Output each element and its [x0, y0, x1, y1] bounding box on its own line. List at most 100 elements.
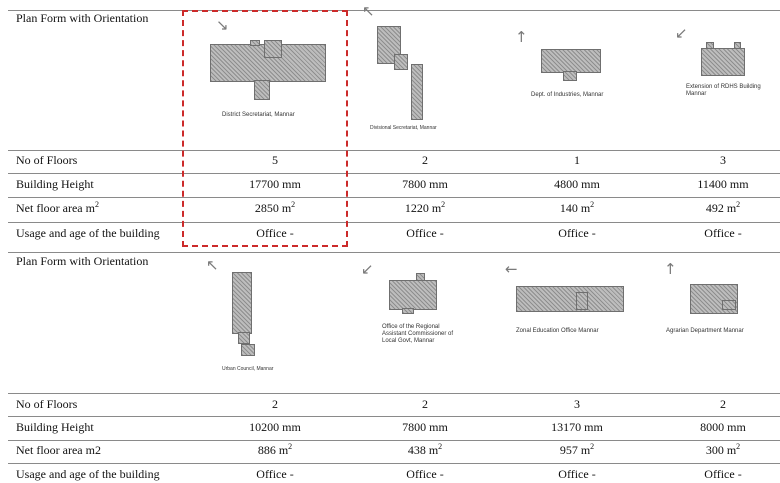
cell-floors: 2 — [720, 397, 726, 411]
cell-usage: Office - — [558, 467, 596, 481]
rule — [8, 463, 780, 464]
orientation-arrow-icon: ↖ — [206, 256, 219, 274]
cell-area-unit-sup: 2 — [441, 200, 446, 209]
cell-height: 4800 mm — [554, 177, 600, 191]
rule — [8, 393, 780, 394]
divisional-secretariat-plan — [377, 26, 401, 64]
highlight-box — [182, 10, 348, 247]
cell-usage: Office - — [256, 467, 294, 481]
cell-height: 8000 mm — [700, 420, 746, 434]
rule — [8, 173, 780, 174]
regional-office-plan-part — [416, 273, 425, 281]
zonal-education-caption: Zonal Education Office Mannar — [516, 328, 599, 334]
rule — [8, 222, 780, 223]
cell-floors: 2 — [422, 397, 428, 411]
row-label-area-text: Net floor area m — [16, 201, 95, 215]
cell-area-unit: m — [726, 443, 737, 457]
dept-industries-caption: Dept. of Industries, Mannar — [531, 92, 604, 98]
cell-area: 140 m2 — [537, 200, 617, 216]
cell-area: 438 m2 — [385, 442, 465, 458]
orientation-arrow-icon: ↑ — [515, 28, 528, 46]
urban-council-plan — [232, 272, 252, 334]
cell-area-unit: m — [281, 201, 292, 215]
cell-usage: Office - — [704, 226, 742, 240]
divisional-secretariat-caption: Divisional Secretariat, Mannar — [370, 125, 437, 131]
rdhs-extension-plan-part — [706, 42, 714, 49]
cell-floors: 3 — [574, 397, 580, 411]
rule — [8, 252, 780, 253]
cell-area: 1220 m2 — [385, 200, 465, 216]
cell-area-unit-sup: 2 — [590, 442, 595, 451]
rdhs-extension-caption-line2: Mannar — [686, 91, 707, 97]
plan-form-label: Plan Form with Orientation — [16, 254, 149, 268]
cell-floors: 5 — [272, 153, 278, 167]
divisional-secretariat-plan-part — [394, 54, 408, 70]
rule — [8, 10, 780, 11]
plan-form-label: Plan Form with Orientation — [16, 11, 149, 25]
rule — [8, 440, 780, 441]
cell-floors: 2 — [422, 153, 428, 167]
cell-height: 17700 mm — [249, 177, 301, 191]
cell-height: 7800 mm — [402, 420, 448, 434]
cell-area-unit: m — [580, 201, 591, 215]
regional-office-caption-line3: Local Govt, Mannar — [382, 338, 435, 344]
cell-area-value: 140 — [559, 201, 578, 215]
regional-office-plan — [389, 280, 437, 310]
row-label-height: Building Height — [16, 177, 94, 191]
rdhs-extension-plan-part — [734, 42, 741, 49]
cell-usage: Office - — [256, 226, 294, 240]
urban-council-plan-part — [241, 344, 255, 356]
cell-floors: 3 — [720, 153, 726, 167]
orientation-arrow-icon: ↘ — [216, 16, 229, 34]
urban-council-plan-part — [238, 332, 250, 344]
cell-usage: Office - — [406, 226, 444, 240]
cell-area: 886 m2 — [235, 443, 315, 458]
cell-usage: Office - — [406, 467, 444, 481]
cell-height: 10200 mm — [249, 420, 301, 434]
cell-area: 957 m2 — [537, 442, 617, 458]
regional-office-caption-line1: Office of the Regional — [382, 324, 440, 330]
rule — [8, 197, 780, 198]
dept-industries-plan-part — [563, 71, 577, 81]
zonal-education-plan — [516, 286, 624, 312]
orientation-arrow-icon: ↙ — [361, 260, 374, 278]
divisional-secretariat-plan-part — [411, 64, 423, 120]
cell-usage: Office - — [558, 226, 596, 240]
cell-area-unit-sup: 2 — [736, 442, 741, 451]
row-label-floors: No of Floors — [16, 153, 78, 167]
row-label-usage: Usage and age of the building — [16, 467, 160, 481]
cell-area-unit-sup: 2 — [736, 200, 741, 209]
dept-industries-plan — [541, 49, 601, 73]
cell-area-unit-sup: 2 — [590, 200, 595, 209]
row-label-area: Net floor area m2 — [16, 200, 99, 216]
zonal-education-plan-part — [576, 292, 588, 310]
cell-area-unit-sup: 2 — [438, 442, 443, 451]
cell-area-unit: m — [580, 443, 591, 457]
row-label-height: Building Height — [16, 420, 94, 434]
cell-area-value: 1220 — [404, 201, 429, 215]
cell-floors: 2 — [272, 397, 278, 411]
agrarian-department-caption: Agrarian Department Mannar — [666, 328, 744, 334]
cell-area-value: 2850 — [254, 201, 279, 215]
orientation-arrow-icon: ↑ — [664, 260, 677, 278]
orientation-arrow-icon: ↙ — [675, 24, 688, 42]
district-secretariat-plan-part — [254, 80, 270, 100]
rule — [8, 416, 780, 417]
cell-usage: Office - — [704, 467, 742, 481]
row-label-area: Net floor area m2 — [16, 443, 101, 457]
rdhs-extension-caption-line1: Extension of RDHS Building — [686, 84, 761, 90]
cell-area-unit: m — [278, 443, 289, 457]
district-secretariat-caption: District Secretariat, Mannar — [222, 112, 295, 118]
row-label-area-sup: 2 — [94, 200, 99, 209]
regional-office-caption-line2: Assistant Commissioner of — [382, 331, 454, 337]
agrarian-department-plan-part — [722, 300, 736, 310]
cell-area-unit: m — [726, 201, 737, 215]
cell-area-value: 957 — [559, 443, 578, 457]
district-secretariat-plan-part — [264, 40, 282, 58]
cell-height: 13170 mm — [551, 420, 603, 434]
cell-area-value: 492 — [705, 201, 724, 215]
cell-area-unit: m — [431, 201, 442, 215]
rdhs-extension-plan — [701, 48, 745, 76]
cell-floors: 1 — [574, 153, 580, 167]
